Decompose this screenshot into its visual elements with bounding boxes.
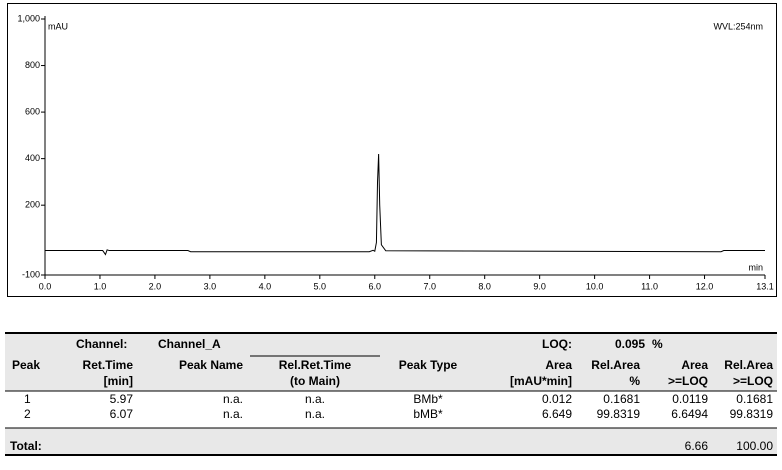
channel: Channel_A — [158, 337, 221, 351]
cell: 6.649 — [542, 407, 572, 421]
total-label: Total: — [10, 439, 42, 453]
cell: n.a. — [223, 407, 243, 421]
loq-label: LOQ: — [542, 337, 572, 351]
cell: 6.07 — [110, 407, 134, 421]
column-header: Rel.Area — [724, 358, 773, 372]
results-table: Channel: Channel_A LOQ: 0.095 % Total: P… — [5, 332, 777, 456]
cell: 0.1681 — [603, 392, 640, 406]
chart-frame — [7, 3, 777, 297]
column-header: Peak — [12, 358, 40, 372]
y-tick-label: 600 — [25, 106, 40, 116]
x-tick-label: 5.0 — [314, 281, 327, 291]
column-header: >=LOQ — [733, 374, 773, 388]
cell: 1 — [24, 392, 31, 406]
x-tick-label: 9.0 — [533, 281, 546, 291]
column-header: [min] — [104, 374, 133, 388]
cell: 0.0119 — [672, 392, 708, 406]
cell: n.a. — [305, 407, 325, 421]
column-header: Area — [545, 358, 572, 372]
loq: 0.095 — [615, 337, 645, 351]
x-tick-label: 1.0 — [94, 281, 107, 291]
column-header: % — [629, 374, 640, 388]
column-header: (to Main) — [290, 374, 340, 388]
cell: n.a. — [223, 392, 243, 406]
x-tick-label: 8.0 — [478, 281, 491, 291]
column-header: Peak Name — [179, 358, 243, 372]
cell: 6.6494 — [671, 407, 708, 421]
column-header: Area — [681, 358, 708, 372]
y-tick-label: 400 — [25, 153, 40, 163]
cell: 2 — [24, 407, 31, 421]
x-tick-label: 12.0 — [696, 281, 714, 291]
cell: bMB* — [413, 407, 443, 421]
x-tick-label: 4.0 — [259, 281, 272, 291]
column-header: Ret.Time — [83, 358, 134, 372]
x-axis-label: min — [748, 262, 763, 272]
cell: 5.97 — [110, 392, 134, 406]
loq-unit: % — [652, 337, 663, 351]
y-tick-label: 800 — [25, 60, 40, 70]
x-tick-label: 10.0 — [586, 281, 604, 291]
y-tick-label: 200 — [25, 200, 40, 210]
cell: BMb* — [413, 392, 443, 406]
column-header: Peak Type — [399, 358, 458, 372]
cell: 99.8319 — [597, 407, 641, 421]
cell: 0.012 — [542, 392, 572, 406]
column-header: [mAU*min] — [510, 374, 572, 388]
column-header: Rel.Area — [591, 358, 640, 372]
x-tick-label: 13.1 — [756, 281, 774, 291]
trace — [45, 153, 765, 256]
column-header: >=LOQ — [668, 374, 708, 388]
cell: n.a. — [305, 392, 325, 406]
y-tick-label: 1,000 — [17, 13, 40, 23]
y-tick-label: -100 — [22, 269, 40, 279]
x-tick-label: 3.0 — [204, 281, 217, 291]
y-axis-label: mAU — [48, 21, 68, 31]
total-cell: 6.66 — [685, 439, 709, 453]
x-tick-label: 6.0 — [369, 281, 382, 291]
x-tick-label: 0.0 — [39, 281, 52, 291]
cell: 99.8319 — [730, 407, 774, 421]
cell: 0.1681 — [736, 392, 773, 406]
annotation: WVL:254nm — [713, 21, 763, 31]
header-band — [5, 334, 777, 391]
x-tick-label: 11.0 — [641, 281, 658, 291]
x-tick-label: 2.0 — [149, 281, 162, 291]
x-tick-label: 7.0 — [423, 281, 436, 291]
total-cell: 100.00 — [736, 439, 773, 453]
channel-label: Channel: — [76, 337, 127, 351]
total-band — [5, 428, 777, 455]
column-header: Rel.Ret.Time — [279, 358, 352, 372]
